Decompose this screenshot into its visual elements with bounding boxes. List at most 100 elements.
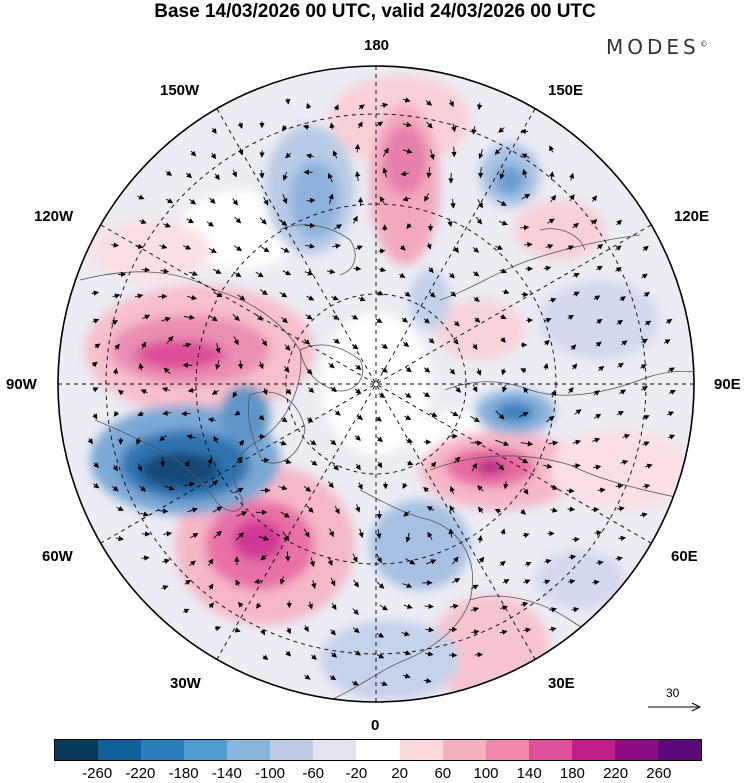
- wind-arrow: [331, 295, 339, 301]
- wind-arrow: [495, 244, 504, 250]
- wind-arrow: [112, 464, 118, 472]
- wind-arrow: [284, 344, 291, 351]
- lon-label-120w: 120W: [34, 208, 74, 225]
- wind-arrow: [261, 246, 270, 253]
- wind-arrow: [591, 218, 598, 225]
- wind-arrow: [233, 245, 242, 252]
- wind-arrow: [259, 289, 268, 296]
- wind-arrow: [593, 464, 602, 470]
- wind-arrow: [285, 388, 292, 395]
- wind-arrow: [236, 456, 243, 464]
- wind-arrow: [476, 102, 483, 111]
- wind-arrow: [138, 363, 144, 371]
- wind-arrow: [186, 434, 196, 440]
- wind-arrow: [617, 362, 624, 369]
- wind-arrow: [405, 532, 411, 543]
- wind-arrow: [111, 242, 119, 248]
- wind-arrow: [311, 580, 317, 589]
- wind-arrow: [476, 368, 482, 376]
- colorbar-segment: [141, 740, 185, 760]
- wind-arrow: [381, 367, 388, 373]
- wind-arrow: [616, 219, 623, 226]
- wind-arrow: [423, 391, 431, 398]
- wind-arrow: [517, 457, 529, 464]
- wind-arrow: [451, 578, 461, 584]
- wind-arrow: [404, 291, 411, 297]
- wind-arrow: [567, 578, 576, 585]
- lon-label-120e: 120E: [674, 208, 710, 225]
- wind-arrow: [402, 673, 411, 679]
- colorbar-segment: [528, 740, 572, 760]
- wind-arrow: [522, 532, 530, 538]
- wind-arrow: [354, 143, 361, 153]
- wind-arrow: [282, 194, 288, 205]
- wind-arrow: [285, 152, 292, 159]
- wind-arrow: [550, 507, 558, 513]
- wind-arrow: [596, 560, 604, 566]
- wind-arrow: [620, 459, 629, 465]
- wind-arrow: [258, 414, 265, 421]
- wind-arrow: [523, 627, 532, 633]
- wind-arrow: [642, 441, 650, 447]
- wind-arrow: [237, 601, 244, 608]
- wind-arrow: [642, 245, 649, 252]
- wind-arrow: [376, 529, 382, 539]
- reference-vector-value: 30: [666, 686, 680, 700]
- wind-arrow: [498, 220, 508, 226]
- wind-arrow: [568, 554, 577, 560]
- wind-arrow: [501, 368, 507, 376]
- wind-arrow: [494, 147, 502, 155]
- wind-arrow: [190, 150, 197, 157]
- wind-arrow: [591, 506, 600, 513]
- wind-arrow: [285, 627, 291, 635]
- wind-arrow: [334, 506, 340, 515]
- wind-arrow: [328, 193, 334, 204]
- wind-arrow: [566, 245, 574, 251]
- wind-arrow: [430, 461, 437, 468]
- wind-arrow: [549, 171, 555, 180]
- colorbar-segment: [571, 740, 615, 760]
- wind-arrow: [549, 145, 555, 153]
- wind-arrow: [331, 602, 337, 611]
- wind-arrow: [453, 456, 461, 464]
- wind-arrow: [382, 147, 389, 157]
- wind-arrow: [523, 488, 529, 495]
- wind-arrow: [448, 99, 454, 108]
- wind-arrow: [207, 457, 213, 468]
- wind-arrow: [215, 342, 221, 354]
- wind-arrow: [382, 167, 388, 178]
- wind-arrow: [330, 386, 337, 393]
- colorbar-tick-label: 100: [473, 765, 499, 782]
- wind-arrow: [427, 531, 433, 540]
- wind-arrow: [499, 268, 508, 274]
- wind-arrow: [426, 559, 437, 565]
- wind-arrow: [407, 460, 414, 466]
- wind-arrow: [328, 362, 335, 369]
- wind-arrow: [616, 319, 624, 326]
- wind-arrow: [311, 654, 317, 661]
- wind-arrow: [545, 317, 552, 323]
- wind-arrow: [159, 435, 167, 442]
- wind-arrow: [376, 581, 385, 589]
- wind-arrow: [472, 247, 480, 253]
- wind-arrow: [499, 629, 508, 635]
- wind-arrow: [187, 507, 198, 513]
- colorbar-segment: [356, 740, 400, 760]
- colorbar-segment: [442, 740, 486, 760]
- wind-arrow: [253, 578, 262, 584]
- wind-arrow: [549, 607, 557, 613]
- wind-arrow: [87, 438, 93, 445]
- wind-arrow: [477, 485, 484, 492]
- wind-arrow: [500, 605, 508, 611]
- wind-arrow: [548, 440, 559, 446]
- wind-arrow: [283, 458, 292, 464]
- wind-arrow: [139, 218, 147, 224]
- wind-arrow: [280, 247, 290, 253]
- wind-arrow: [425, 100, 432, 106]
- wind-arrow: [285, 650, 292, 657]
- wind-arrow: [326, 268, 336, 275]
- wind-arrow: [471, 629, 480, 635]
- wind-arrow: [208, 248, 217, 254]
- wind-arrow: [596, 318, 603, 325]
- lon-label-0: 0: [371, 717, 380, 734]
